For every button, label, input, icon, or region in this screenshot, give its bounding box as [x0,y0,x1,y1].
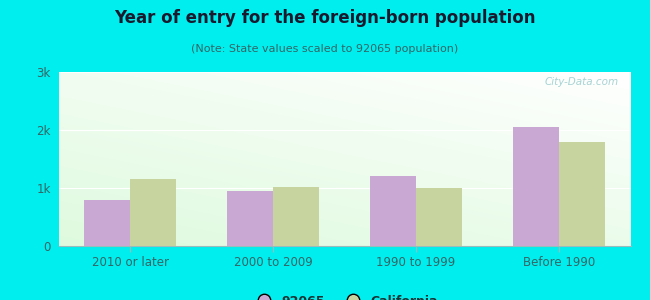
Text: City-Data.com: City-Data.com [545,77,619,87]
Bar [416,188,462,246]
Bar [559,142,604,246]
Text: Year of entry for the foreign-born population: Year of entry for the foreign-born popul… [114,9,536,27]
Bar [370,176,416,246]
Bar [130,179,176,246]
Bar [227,191,273,246]
Text: (Note: State values scaled to 92065 population): (Note: State values scaled to 92065 popu… [191,44,459,53]
Bar [514,127,559,246]
Legend: 92065, California: 92065, California [246,290,443,300]
Bar [84,200,130,246]
Bar [273,187,318,246]
